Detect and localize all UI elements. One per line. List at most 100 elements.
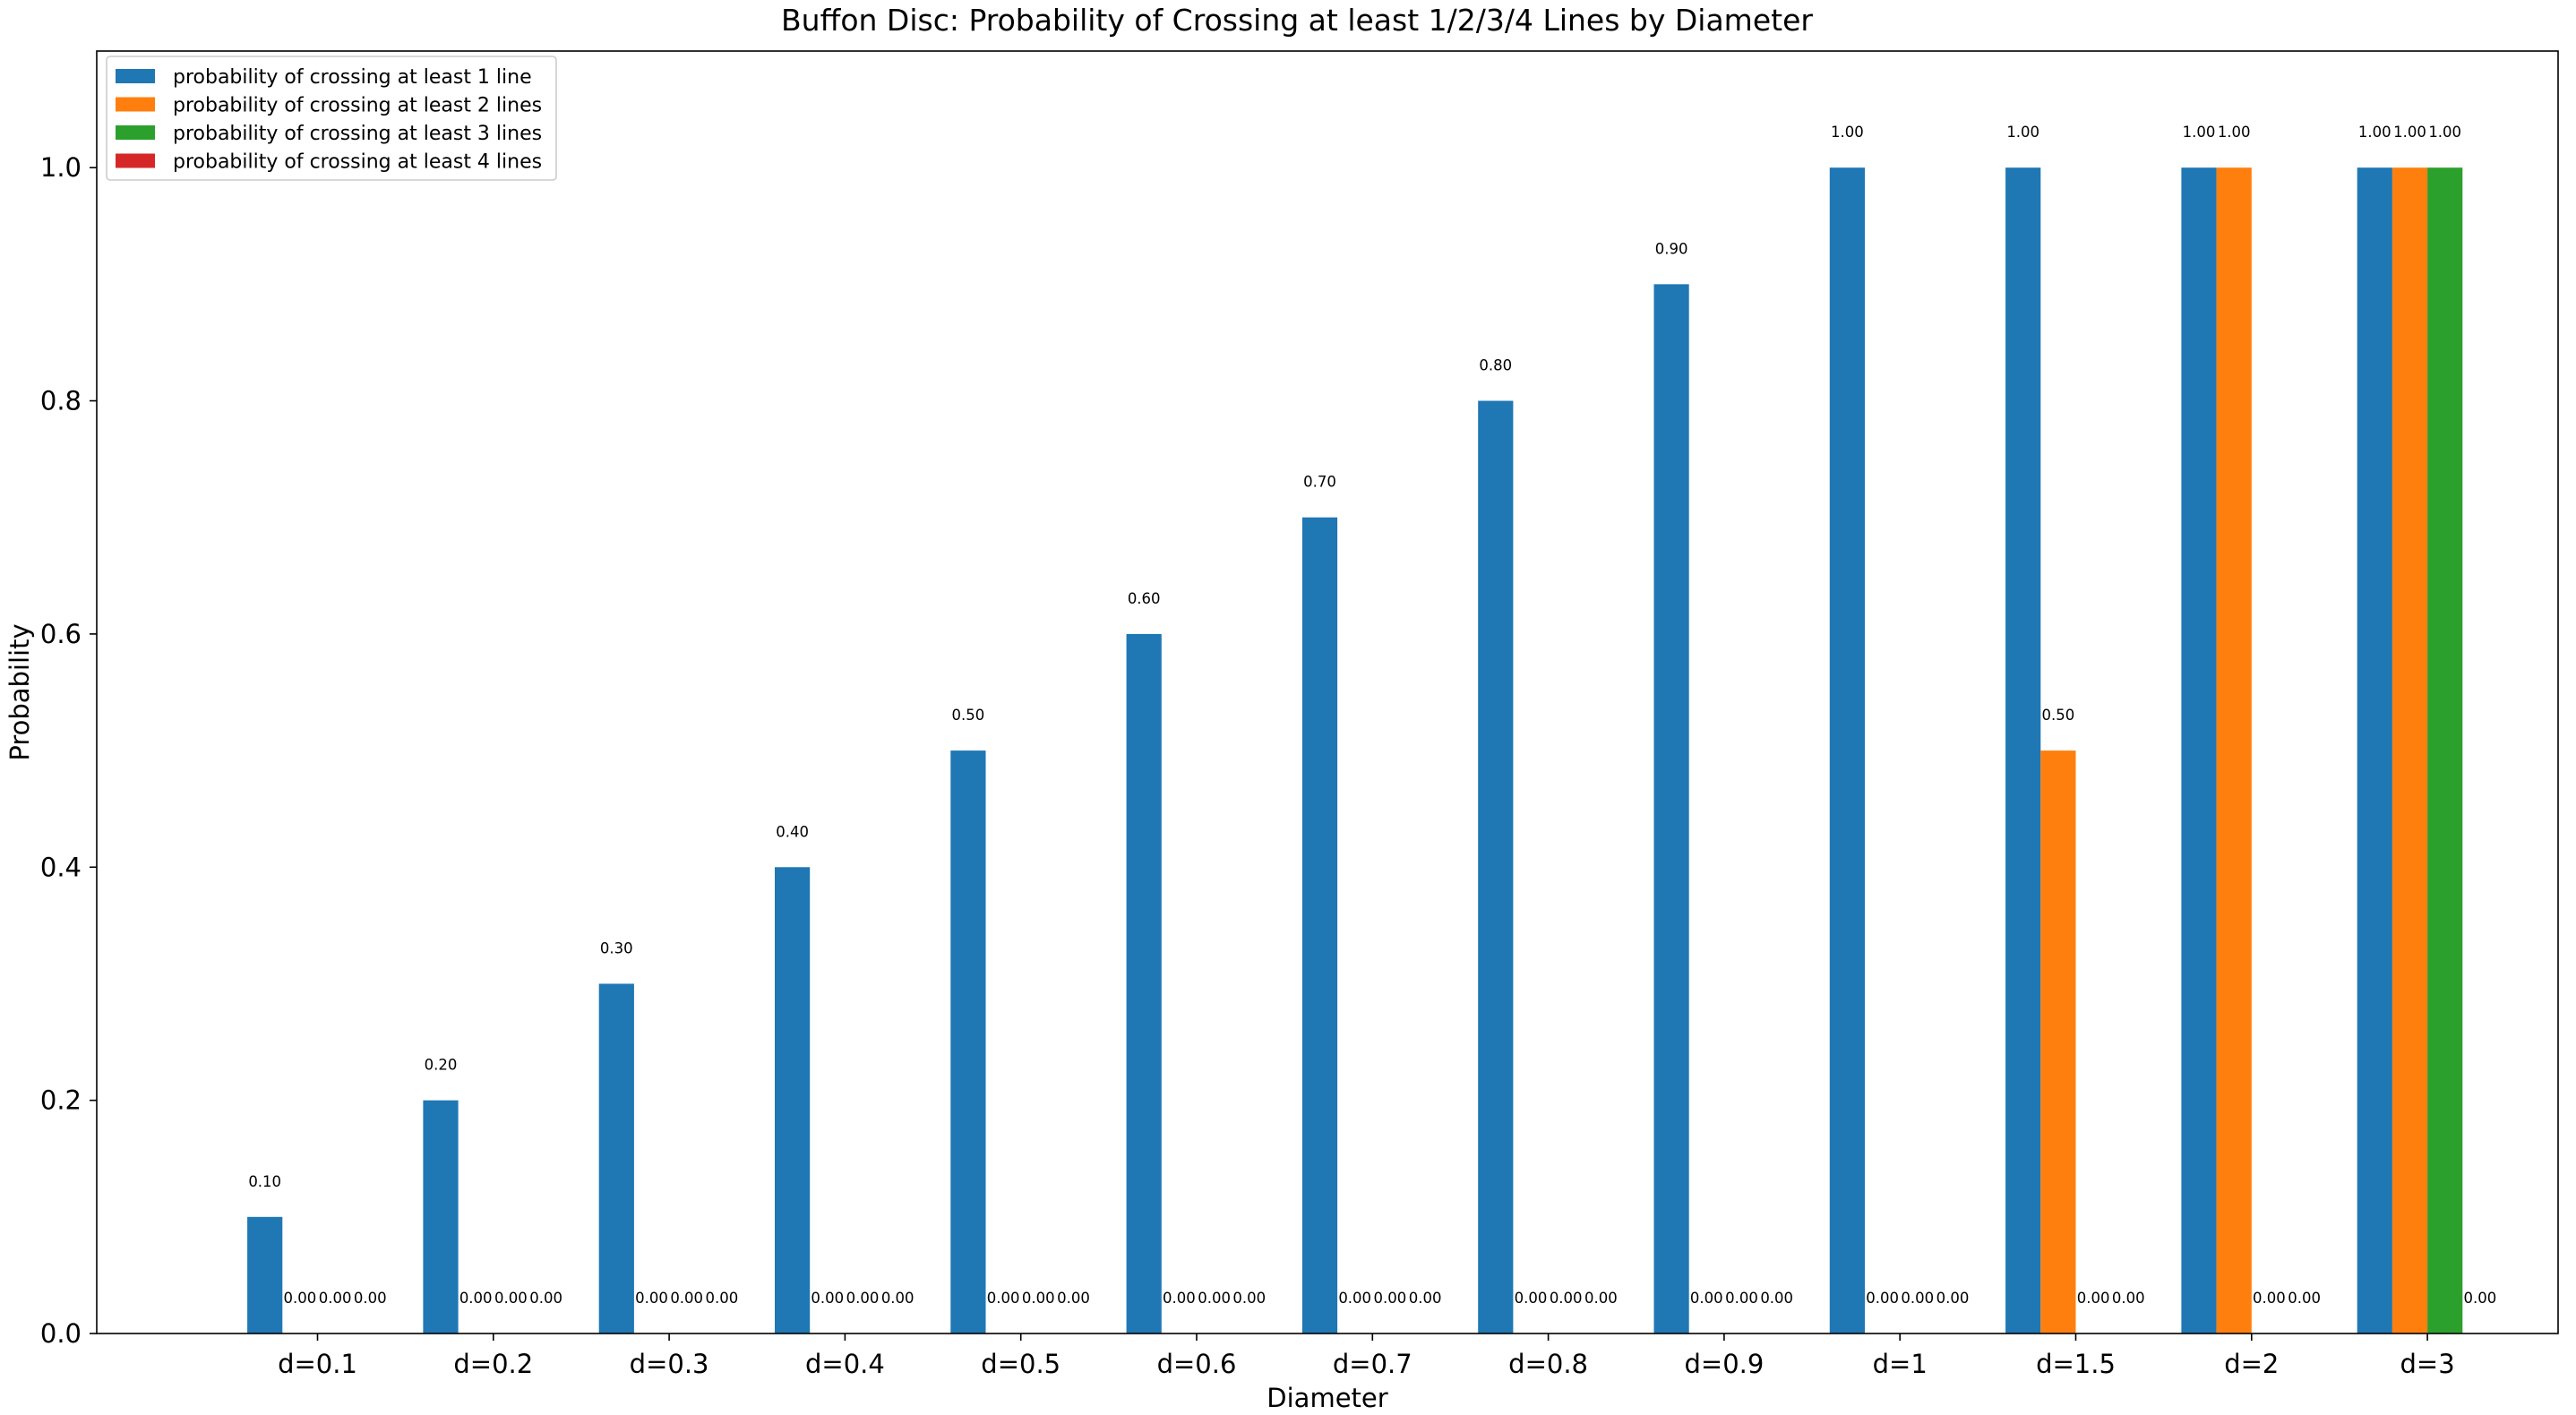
x-tick-label: d=0.9 <box>1684 1349 1764 1379</box>
bar-value-label: 0.00 <box>1163 1290 1196 1307</box>
bar-d=0.2-series-1 <box>423 1100 459 1334</box>
bar-d=2-series-1 <box>2181 167 2217 1334</box>
legend-swatch <box>116 125 155 140</box>
y-axis-label: Probability <box>4 623 35 760</box>
bar-value-label: 1.00 <box>2393 124 2426 141</box>
x-tick-label: d=1.5 <box>2036 1349 2116 1379</box>
bar-value-label: 0.00 <box>1725 1290 1758 1307</box>
bar-value-label: 1.00 <box>2218 124 2251 141</box>
bar-value-label: 1.00 <box>1831 124 1864 141</box>
x-tick-label: d=0.7 <box>1333 1349 1413 1379</box>
x-tick-label: d=2 <box>2224 1349 2279 1379</box>
bar-value-label: 1.00 <box>2183 124 2216 141</box>
x-tick-label: d=0.8 <box>1508 1349 1588 1379</box>
bar-d=0.7-series-1 <box>1301 517 1338 1334</box>
legend: probability of crossing at least 1 line p… <box>106 56 557 181</box>
bar-value-label: 0.30 <box>600 939 633 956</box>
legend-swatch <box>116 97 155 112</box>
y-tick-label: 0.6 <box>40 619 82 649</box>
bar-value-label: 0.00 <box>2112 1290 2145 1307</box>
bar-value-label: 0.00 <box>1901 1290 1934 1307</box>
bar-value-label: 0.00 <box>1409 1290 1442 1307</box>
y-tick-label: 0.0 <box>40 1318 82 1349</box>
bar-value-label: 0.00 <box>354 1290 387 1307</box>
x-axis-label: Diameter <box>1267 1383 1387 1411</box>
x-axis: d=0.1 d=0.2 d=0.3 d=0.4 d=0.5 d=0.6 d=0.7 d=0.8… <box>278 1334 2455 1379</box>
bar-value-label: 0.00 <box>881 1290 914 1307</box>
bar-value-label: 0.00 <box>1690 1290 1723 1307</box>
bar-value-label: 0.20 <box>425 1057 458 1074</box>
plot-frame <box>96 50 2559 1334</box>
bar-value-label: 0.80 <box>1479 357 1512 374</box>
bars-layer <box>247 167 2463 1334</box>
bar-d=0.3-series-1 <box>598 983 634 1334</box>
y-axis: 0.0 0.2 0.4 0.6 0.8 1.0 <box>40 152 97 1349</box>
bar-value-label: 0.00 <box>2464 1290 2497 1307</box>
bar-value-label: 0.50 <box>2042 707 2075 724</box>
legend-entry-label: probability of crossing at least 3 lines <box>173 123 542 145</box>
bar-value-label: 0.00 <box>494 1290 528 1307</box>
bar-d=0.6-series-1 <box>1126 633 1162 1334</box>
x-tick-label: d=1 <box>1873 1349 1928 1379</box>
bar-value-label: 0.00 <box>1374 1290 1407 1307</box>
bar-value-label: 1.00 <box>2358 124 2391 141</box>
bar-d=1.5-series-2 <box>2040 750 2076 1334</box>
y-tick-label: 0.4 <box>40 852 82 882</box>
bar-value-label: 0.00 <box>319 1290 352 1307</box>
legend-entry-label: probability of crossing at least 1 line <box>173 66 532 89</box>
y-tick-label: 1.0 <box>40 152 82 183</box>
bar-value-label: 0.00 <box>706 1290 739 1307</box>
bar-value-label: 0.00 <box>1866 1290 1899 1307</box>
bar-d=3-series-1 <box>2357 167 2392 1334</box>
bar-value-label: 1.00 <box>2428 124 2461 141</box>
x-tick-label: d=0.6 <box>1157 1349 1237 1379</box>
legend-box <box>106 56 557 181</box>
bar-d=0.1-series-1 <box>247 1216 283 1334</box>
bar-value-label: 0.00 <box>1198 1290 1231 1307</box>
bar-d=0.8-series-1 <box>1478 400 1514 1334</box>
bar-value-label: 0.00 <box>1760 1290 1793 1307</box>
legend-swatch <box>116 69 155 83</box>
bar-value-label: 0.00 <box>811 1290 844 1307</box>
bar-d=3-series-2 <box>2391 167 2428 1334</box>
bar-value-label: 0.00 <box>1022 1290 1055 1307</box>
y-tick-label: 0.8 <box>40 386 82 416</box>
bar-value-label: 0.00 <box>529 1290 562 1307</box>
x-tick-label: d=3 <box>2400 1349 2455 1379</box>
bar-d=1.5-series-1 <box>2005 167 2041 1334</box>
legend-entry-label: probability of crossing at least 2 lines <box>173 95 542 117</box>
bar-value-label: 0.00 <box>459 1290 493 1307</box>
x-tick-label: d=0.4 <box>805 1349 885 1379</box>
bar-labels-layer: 0.100.00 0.00 0.000.200.00 0.00 0.000.300.00… <box>248 124 2496 1307</box>
bar-value-label: 0.00 <box>2288 1290 2321 1307</box>
bar-value-label: 0.00 <box>987 1290 1020 1307</box>
bar-d=0.4-series-1 <box>775 867 811 1334</box>
chart-title: Buffon Disc: Probability of Crossing at … <box>781 3 1813 38</box>
bar-value-label: 0.00 <box>2077 1290 2110 1307</box>
bar-value-label: 0.00 <box>2253 1290 2286 1307</box>
bar-value-label: 0.00 <box>1057 1290 1090 1307</box>
bar-d=0.9-series-1 <box>1653 284 1689 1334</box>
bar-value-label: 0.00 <box>1338 1290 1371 1307</box>
bar-value-label: 0.00 <box>1232 1290 1266 1307</box>
legend-entry-label: probability of crossing at least 4 lines <box>173 151 542 174</box>
bar-value-label: 0.00 <box>1936 1290 1970 1307</box>
bar-value-label: 0.60 <box>1128 590 1161 607</box>
bar-value-label: 1.00 <box>2006 124 2039 141</box>
legend-swatch <box>116 153 155 168</box>
bar-value-label: 0.70 <box>1303 474 1336 491</box>
bar-value-label: 0.40 <box>776 823 809 840</box>
bar-value-label: 0.00 <box>284 1290 317 1307</box>
bar-value-label: 0.00 <box>1584 1290 1618 1307</box>
bar-d=0.5-series-1 <box>950 750 986 1334</box>
bar-d=1-series-1 <box>1829 167 1865 1334</box>
bar-value-label: 0.00 <box>670 1290 703 1307</box>
bar-value-label: 0.10 <box>248 1173 281 1190</box>
bar-value-label: 0.50 <box>952 707 985 724</box>
bar-value-label: 0.00 <box>846 1290 880 1307</box>
bar-d=3-series-3 <box>2427 167 2463 1334</box>
x-tick-label: d=0.5 <box>981 1349 1060 1379</box>
bar-value-label: 0.90 <box>1655 240 1688 257</box>
